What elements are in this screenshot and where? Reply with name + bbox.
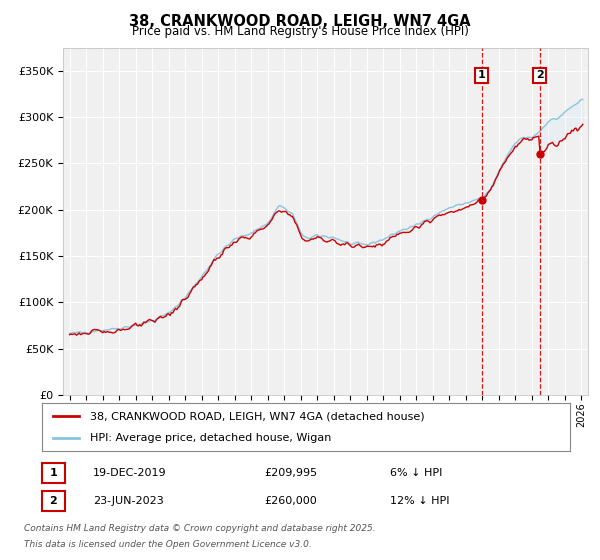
HPI: Average price, detached house, Wigan: (2e+03, 9.86e+04): Average price, detached house, Wigan: (2… bbox=[176, 300, 183, 307]
38, CRANKWOOD ROAD, LEIGH, WN7 4GA (detached house) bbox=[178, 299, 185, 306]
Text: 12% ↓ HPI: 12% ↓ HPI bbox=[390, 496, 449, 506]
Text: Contains HM Land Registry data © Crown copyright and database right 2025.: Contains HM Land Registry data © Crown c… bbox=[24, 524, 376, 533]
38, CRANKWOOD ROAD, LEIGH, WN7 4GA (detached house) bbox=[574, 128, 581, 134]
HPI: Average price, detached house, Wigan: (2.02e+03, 1.89e+05): Average price, detached house, Wigan: (2… bbox=[422, 217, 430, 223]
Text: 2: 2 bbox=[50, 496, 57, 506]
HPI: Average price, detached house, Wigan: (2.01e+03, 1.72e+05): Average price, detached house, Wigan: (2… bbox=[300, 232, 307, 239]
Text: HPI: Average price, detached house, Wigan: HPI: Average price, detached house, Wiga… bbox=[89, 433, 331, 443]
HPI: Average price, detached house, Wigan: (2e+03, 8.56e+04): Average price, detached house, Wigan: (2… bbox=[160, 312, 167, 319]
Text: £260,000: £260,000 bbox=[264, 496, 317, 506]
38, CRANKWOOD ROAD, LEIGH, WN7 4GA (detached house) bbox=[579, 121, 586, 128]
38, CRANKWOOD ROAD, LEIGH, WN7 4GA (detached house) bbox=[161, 314, 168, 320]
Text: £209,995: £209,995 bbox=[264, 468, 317, 478]
38, CRANKWOOD ROAD, LEIGH, WN7 4GA (detached house) bbox=[66, 332, 73, 338]
HPI: Average price, detached house, Wigan: (2e+03, 8.9e+04): Average price, detached house, Wigan: (2… bbox=[166, 309, 173, 316]
Text: 38, CRANKWOOD ROAD, LEIGH, WN7 4GA (detached house): 38, CRANKWOOD ROAD, LEIGH, WN7 4GA (deta… bbox=[89, 411, 424, 421]
HPI: Average price, detached house, Wigan: (2e+03, 6.61e+04): Average price, detached house, Wigan: (2… bbox=[66, 330, 73, 337]
Text: 38, CRANKWOOD ROAD, LEIGH, WN7 4GA: 38, CRANKWOOD ROAD, LEIGH, WN7 4GA bbox=[129, 14, 471, 29]
HPI: Average price, detached house, Wigan: (2.03e+03, 3.19e+05): Average price, detached house, Wigan: (2… bbox=[578, 96, 585, 102]
38, CRANKWOOD ROAD, LEIGH, WN7 4GA (detached house) bbox=[424, 217, 431, 224]
Text: 2: 2 bbox=[536, 71, 544, 81]
HPI: Average price, detached house, Wigan: (2.03e+03, 3.14e+05): Average price, detached house, Wigan: (2… bbox=[572, 101, 580, 108]
Line: 38, CRANKWOOD ROAD, LEIGH, WN7 4GA (detached house): 38, CRANKWOOD ROAD, LEIGH, WN7 4GA (deta… bbox=[70, 124, 583, 335]
HPI: Average price, detached house, Wigan: (2.03e+03, 3.19e+05): Average price, detached house, Wigan: (2… bbox=[579, 96, 586, 103]
Text: 19-DEC-2019: 19-DEC-2019 bbox=[93, 468, 167, 478]
Text: 6% ↓ HPI: 6% ↓ HPI bbox=[390, 468, 442, 478]
38, CRANKWOOD ROAD, LEIGH, WN7 4GA (detached house) bbox=[301, 237, 308, 244]
Text: 23-JUN-2023: 23-JUN-2023 bbox=[93, 496, 164, 506]
Text: Price paid vs. HM Land Registry's House Price Index (HPI): Price paid vs. HM Land Registry's House … bbox=[131, 25, 469, 38]
Text: This data is licensed under the Open Government Licence v3.0.: This data is licensed under the Open Gov… bbox=[24, 540, 312, 549]
Text: 1: 1 bbox=[478, 71, 485, 81]
Text: 1: 1 bbox=[50, 468, 57, 478]
Line: HPI: Average price, detached house, Wigan: HPI: Average price, detached house, Wiga… bbox=[70, 99, 583, 334]
38, CRANKWOOD ROAD, LEIGH, WN7 4GA (detached house) bbox=[168, 310, 175, 316]
38, CRANKWOOD ROAD, LEIGH, WN7 4GA (detached house) bbox=[73, 332, 80, 339]
